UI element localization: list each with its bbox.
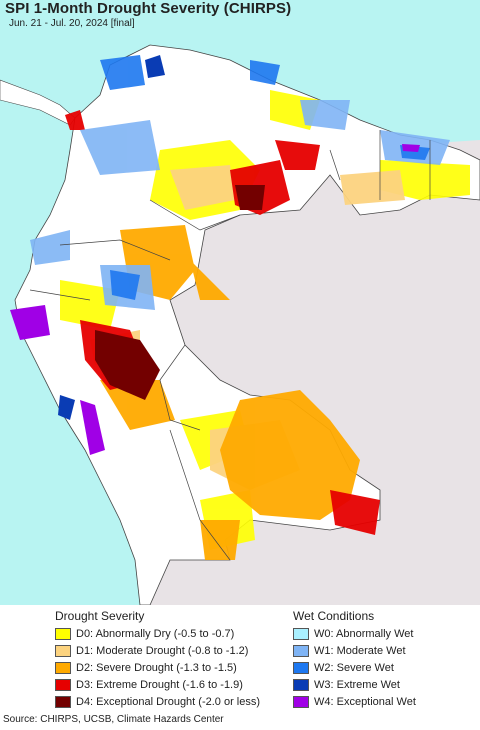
source-credit: Source: CHIRPS, UCSB, Climate Hazards Ce… xyxy=(3,714,224,725)
legend-item-d3: D3: Extreme Drought (-1.6 to -1.9) xyxy=(55,677,243,692)
d4-areas xyxy=(95,185,265,400)
legend-item-w4: W4: Exceptional Wet xyxy=(293,694,416,709)
legend-label-d1: D1: Moderate Drought (-0.8 to -1.2) xyxy=(76,644,249,657)
legend-swatch-w2 xyxy=(293,661,309,674)
legend-item-w0: W0: Abnormally Wet xyxy=(293,626,413,641)
legend: Drought Severity Wet Conditions D0: Abno… xyxy=(0,606,480,716)
map-title: SPI 1-Month Drought Severity (CHIRPS) xyxy=(5,0,292,17)
legend-label-w0: W0: Abnormally Wet xyxy=(314,627,414,640)
legend-label-w4: W4: Exceptional Wet xyxy=(314,695,416,708)
legend-swatch-d4 xyxy=(55,695,71,708)
d2-areas xyxy=(100,225,360,560)
w1-areas xyxy=(30,100,450,310)
legend-label-d2: D2: Severe Drought (-1.3 to -1.5) xyxy=(76,661,237,674)
legend-swatch-d0 xyxy=(55,627,71,640)
legend-item-w1: W1: Moderate Wet xyxy=(293,643,406,658)
legend-swatch-d3 xyxy=(55,678,71,691)
outside-land xyxy=(150,140,480,605)
legend-swatch-w0 xyxy=(293,627,309,640)
legend-item-d4: D4: Exceptional Drought (-2.0 or less) xyxy=(55,694,260,709)
legend-label-w3: W3: Extreme Wet xyxy=(314,678,400,691)
wet-legend-heading: Wet Conditions xyxy=(293,609,375,623)
legend-swatch-w3 xyxy=(293,678,309,691)
legend-label-d4: D4: Exceptional Drought (-2.0 or less) xyxy=(76,695,261,708)
w3-areas xyxy=(58,55,165,420)
legend-label-w1: W1: Moderate Wet xyxy=(314,644,406,657)
legend-item-w3: W3: Extreme Wet xyxy=(293,677,400,692)
legend-item-w2: W2: Severe Wet xyxy=(293,660,394,675)
drought-map xyxy=(0,0,480,605)
legend-label-d3: D3: Extreme Drought (-1.6 to -1.9) xyxy=(76,678,243,691)
map-subtitle: Jun. 21 - Jul. 20, 2024 [final] xyxy=(9,18,135,29)
country-borders xyxy=(29,130,431,561)
legend-swatch-w4 xyxy=(293,695,309,708)
legend-item-d0: D0: Abnormally Dry (-0.5 to -0.7) xyxy=(55,626,234,641)
legend-label-w2: W2: Severe Wet xyxy=(314,661,394,674)
legend-item-d2: D2: Severe Drought (-1.3 to -1.5) xyxy=(55,660,237,675)
w2-areas xyxy=(100,55,430,300)
drought-legend-heading: Drought Severity xyxy=(55,609,145,623)
w4-areas xyxy=(10,144,420,455)
legend-item-d1: D1: Moderate Drought (-0.8 to -1.2) xyxy=(55,643,248,658)
legend-swatch-w1 xyxy=(293,644,309,657)
legend-swatch-d1 xyxy=(55,644,71,657)
legend-label-d0: D0: Abnormally Dry (-0.5 to -0.7) xyxy=(76,627,235,640)
legend-swatch-d2 xyxy=(55,661,71,674)
